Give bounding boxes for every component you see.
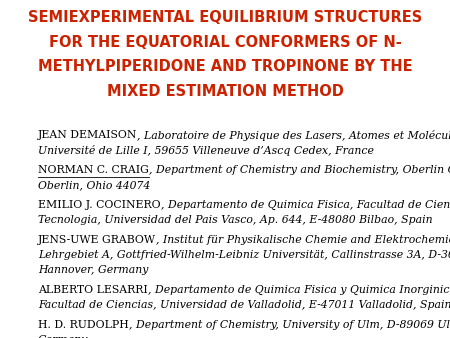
Text: , Department of Chemistry and Biochemistry, Oberlin College,: , Department of Chemistry and Biochemist… <box>149 165 450 175</box>
Text: Tecnologia, Universidad del Pais Vasco, Ap. 644, E-48080 Bilbao, Spain: Tecnologia, Universidad del Pais Vasco, … <box>38 215 432 225</box>
Text: , Institut für Physikalische Chemie and Elektrochemie,: , Institut für Physikalische Chemie and … <box>156 235 450 245</box>
Text: H. D. RUDOLPH: H. D. RUDOLPH <box>38 320 129 330</box>
Text: Hannover, Germany: Hannover, Germany <box>38 265 148 275</box>
Text: Lehrgebiet A, Gottfried-Wilhelm-Leibniz Universität, Callinstrasse 3A, D-30167: Lehrgebiet A, Gottfried-Wilhelm-Leibniz … <box>38 250 450 260</box>
Text: , Laboratoire de Physique des Lasers, Atomes et Molécules,: , Laboratoire de Physique des Lasers, At… <box>137 130 450 141</box>
Text: MIXED ESTIMATION METHOD: MIXED ESTIMATION METHOD <box>107 83 343 98</box>
Text: , Departamento de Quimica Fisica y Quimica Inorginica,: , Departamento de Quimica Fisica y Quimi… <box>148 285 450 295</box>
Text: NORMAN C. CRAIG: NORMAN C. CRAIG <box>38 165 149 175</box>
Text: SEMIEXPERIMENTAL EQUILIBRIUM STRUCTURES: SEMIEXPERIMENTAL EQUILIBRIUM STRUCTURES <box>28 10 422 25</box>
Text: Oberlin, Ohio 44074: Oberlin, Ohio 44074 <box>38 180 150 190</box>
Text: FOR THE EQUATORIAL CONFORMERS OF N-: FOR THE EQUATORIAL CONFORMERS OF N- <box>49 34 401 49</box>
Text: , Departamento de Quimica Fisica, Facultad de Ciencia y: , Departamento de Quimica Fisica, Facult… <box>161 200 450 210</box>
Text: EMILIO J. COCINERO: EMILIO J. COCINERO <box>38 200 161 210</box>
Text: Facultad de Ciencias, Universidad de Valladolid, E-47011 Valladolid, Spain: Facultad de Ciencias, Universidad de Val… <box>38 300 450 310</box>
Text: JEAN DEMAISON: JEAN DEMAISON <box>38 130 137 140</box>
Text: JENS-UWE GRABOW: JENS-UWE GRABOW <box>38 235 156 245</box>
Text: ALBERTO LESARRI: ALBERTO LESARRI <box>38 285 148 295</box>
Text: METHYLPIPERIDONE AND TROPINONE BY THE: METHYLPIPERIDONE AND TROPINONE BY THE <box>38 59 412 74</box>
Text: Université de Lille I, 59655 Villeneuve d’Ascq Cedex, France: Université de Lille I, 59655 Villeneuve … <box>38 145 374 156</box>
Text: , Department of Chemistry, University of Ulm, D-89069 Ulm,: , Department of Chemistry, University of… <box>129 320 450 330</box>
Text: Germany: Germany <box>38 335 88 338</box>
